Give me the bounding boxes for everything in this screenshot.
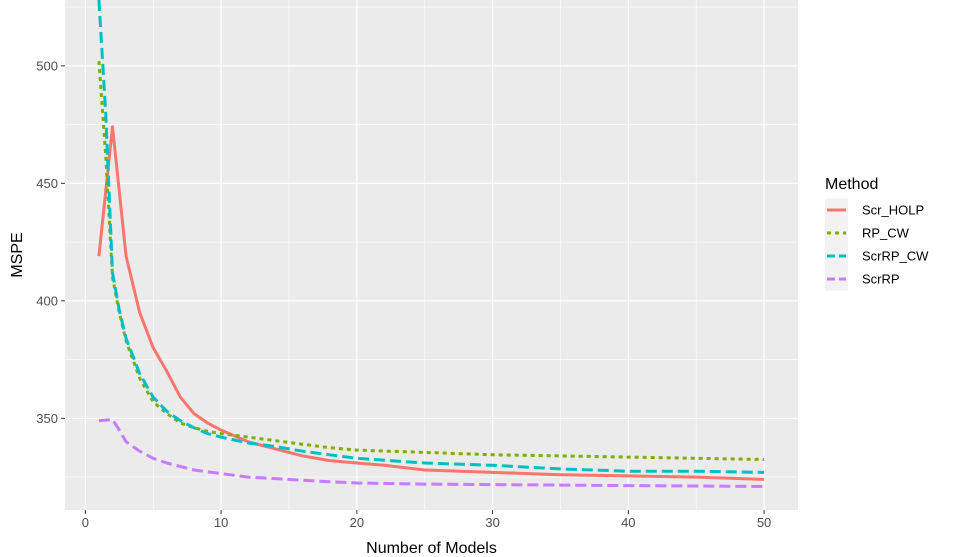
y-tick-label: 450 <box>36 176 58 191</box>
plot-panel <box>65 0 798 510</box>
series-line-scr-holp <box>97 125 765 481</box>
legend-items: Scr_HOLP RP_CW ScrRP_CW ScrRP <box>825 198 929 291</box>
x-axis-title: Number of Models <box>366 540 497 557</box>
x-tick-label: 50 <box>757 515 771 530</box>
legend-item: ScrRP <box>825 267 900 291</box>
series-line-scrrp-cw <box>97 0 765 474</box>
y-tick-label: 350 <box>36 411 58 426</box>
x-tick-label: 20 <box>350 515 364 530</box>
series-line-scrrp <box>98 418 765 488</box>
series-line-rp-cw <box>97 60 765 461</box>
x-axis: 0 10 20 30 40 50 <box>82 510 771 530</box>
x-tick-label: 0 <box>82 515 89 530</box>
x-tick-label: 30 <box>485 515 499 530</box>
legend-label: Scr_HOLP <box>862 203 924 218</box>
legend-item: Scr_HOLP <box>825 198 924 222</box>
x-tick-label: 40 <box>621 515 635 530</box>
legend-item: ScrRP_CW <box>825 244 929 268</box>
y-tick-label: 500 <box>36 58 58 73</box>
legend-title: Method <box>825 176 878 193</box>
legend-label: ScrRP_CW <box>862 249 929 264</box>
legend-label: ScrRP <box>862 272 900 287</box>
y-axis-title: MSPE <box>9 232 26 277</box>
y-tick-label: 400 <box>36 293 58 308</box>
series-lines <box>97 0 765 488</box>
legend-label: RP_CW <box>862 226 910 241</box>
minor-gridlines <box>65 0 798 510</box>
legend-item: RP_CW <box>825 221 910 245</box>
major-gridlines <box>65 0 798 510</box>
legend-key <box>825 267 848 291</box>
y-axis: 350 400 450 500 <box>36 58 65 426</box>
x-tick-label: 10 <box>214 515 228 530</box>
legend-key <box>825 244 848 268</box>
legend: Method Scr_HOLP RP_CW ScrRP_CW ScrRP <box>825 176 929 291</box>
